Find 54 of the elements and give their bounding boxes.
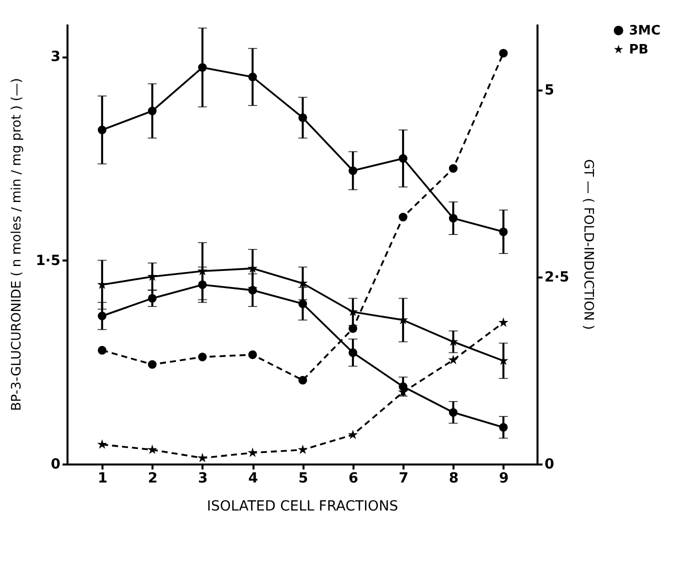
point	[498, 317, 508, 327]
point	[198, 352, 207, 362]
point	[148, 106, 157, 116]
point	[148, 294, 157, 303]
point	[499, 48, 508, 58]
point	[448, 354, 458, 364]
point	[398, 212, 408, 222]
point	[148, 360, 157, 369]
point	[499, 423, 508, 432]
y-tick-label: 0	[50, 456, 61, 472]
point	[248, 448, 258, 458]
x-tick-label: 9	[499, 470, 509, 486]
point	[348, 348, 358, 357]
x-tick-label: 1	[98, 470, 108, 486]
x-tick-label: 3	[198, 470, 208, 486]
legend-label: 3MC	[629, 24, 661, 38]
point	[197, 452, 208, 462]
point	[298, 444, 308, 454]
y-tick-label: 3	[50, 49, 60, 66]
point	[348, 324, 358, 333]
y2-tick-label: 0	[544, 456, 554, 472]
x-tick-label: 7	[398, 470, 408, 486]
point	[298, 376, 308, 385]
point	[98, 312, 106, 320]
point	[348, 166, 358, 175]
y2-tick-label: 2·5	[544, 269, 570, 286]
point	[499, 227, 508, 236]
point	[398, 154, 408, 163]
x-tick-label: 4	[248, 470, 258, 486]
point	[97, 439, 108, 449]
point	[298, 113, 308, 122]
point	[448, 164, 458, 173]
x-tick-label: 6	[348, 470, 358, 486]
y-axis-title: BP-3-GLUCURONIDE ( n moles / min / mg prot ) (—)	[10, 78, 25, 411]
point	[98, 126, 106, 134]
point	[248, 286, 257, 294]
point	[448, 214, 458, 223]
point	[147, 444, 158, 454]
y-tick-label: 1·5	[36, 252, 60, 269]
point	[448, 408, 458, 417]
x-tick-label: 5	[298, 470, 308, 486]
point	[298, 299, 308, 308]
x-tick-label: 8	[448, 470, 459, 486]
x-tick-label: 2	[148, 470, 158, 486]
point	[248, 350, 257, 360]
point	[198, 63, 207, 72]
point	[348, 430, 358, 440]
y2-tick-label: 5	[544, 82, 554, 98]
point	[198, 280, 207, 290]
y2-axis-title: GT — ( FOLD-INDUCTION )	[580, 159, 596, 330]
point	[248, 72, 257, 82]
x-axis-title: ISOLATED CELL FRACTIONS	[206, 498, 398, 514]
legend-label: PB	[629, 42, 648, 58]
point	[98, 346, 106, 355]
